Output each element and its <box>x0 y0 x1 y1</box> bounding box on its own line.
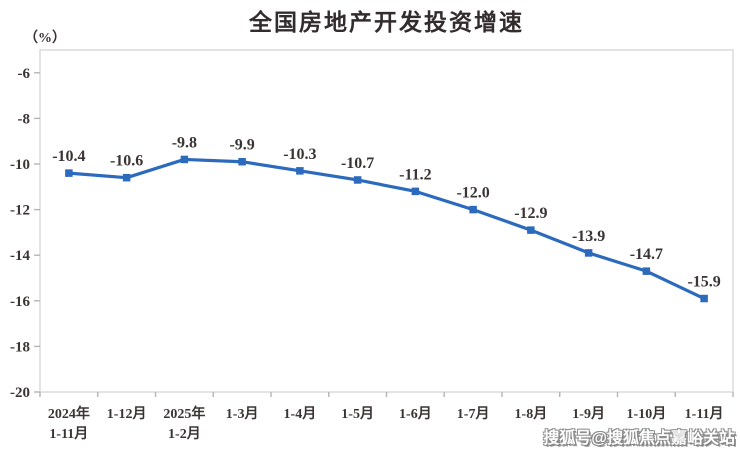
data-point-label: -10.6 <box>110 153 143 170</box>
data-point-marker <box>238 157 246 166</box>
series-line <box>67 157 706 301</box>
data-point-label: -10.4 <box>52 148 85 165</box>
data-point-label: -14.7 <box>630 246 663 263</box>
x-category-label: 1-11月 <box>685 406 724 422</box>
data-point-marker <box>122 173 131 182</box>
data-point-label: -15.9 <box>687 274 720 291</box>
x-category-label: 1-4月 <box>284 406 317 422</box>
data-point-marker <box>527 226 535 234</box>
y-tick-label: -20 <box>10 385 30 401</box>
data-point-marker <box>700 294 708 303</box>
data-point-label: -9.8 <box>172 134 197 151</box>
y-tick-label: -10 <box>10 157 30 173</box>
data-point-marker <box>411 187 420 196</box>
y-axis-unit-label: （%） <box>24 31 66 46</box>
x-category-label: 1-8月 <box>515 406 548 422</box>
data-point-marker <box>353 176 362 184</box>
x-category-label: 1-3月 <box>226 406 259 422</box>
x-category-label: 1-5月 <box>341 406 374 422</box>
chart-title: 全国房地产开发投资增速 <box>249 9 524 35</box>
x-category-label: 2024年 <box>48 405 90 422</box>
data-point-label: -12.0 <box>456 185 489 202</box>
x-category-label: 1-9月 <box>572 406 605 422</box>
x-category-label: 1-7月 <box>457 406 490 422</box>
y-tick-label: -8 <box>18 111 31 127</box>
data-point-marker <box>65 169 73 177</box>
data-point-marker <box>469 205 477 214</box>
data-point-label: -13.9 <box>572 228 605 245</box>
data-point-marker <box>642 267 651 275</box>
data-point-marker <box>180 155 189 164</box>
data-point-label: -11.2 <box>399 166 431 183</box>
x-category-label: 1-11月 <box>49 426 88 442</box>
x-category-label: 1-10月 <box>627 406 667 422</box>
y-tick-label: -16 <box>10 294 30 310</box>
x-category-label: 1-6月 <box>399 406 432 422</box>
x-category-label: 1-2月 <box>168 426 201 442</box>
y-tick-label: -12 <box>10 203 30 219</box>
data-point-label: -12.9 <box>514 205 547 222</box>
y-tick-label: -18 <box>10 339 30 355</box>
data-point-label: -10.7 <box>341 155 374 172</box>
y-tick-label: -14 <box>10 248 30 264</box>
data-point-marker <box>296 167 304 175</box>
data-point-marker <box>584 249 593 257</box>
x-category-label: 2025年 <box>163 405 205 422</box>
watermark: 搜狐号@搜狐焦点嘉峪关站 <box>543 430 735 447</box>
y-tick-label: -6 <box>18 66 31 82</box>
plot-area-border <box>39 49 734 393</box>
data-point-label: -9.9 <box>229 137 254 154</box>
data-point-label: -10.3 <box>283 146 316 163</box>
x-category-label: 1-12月 <box>107 406 147 422</box>
